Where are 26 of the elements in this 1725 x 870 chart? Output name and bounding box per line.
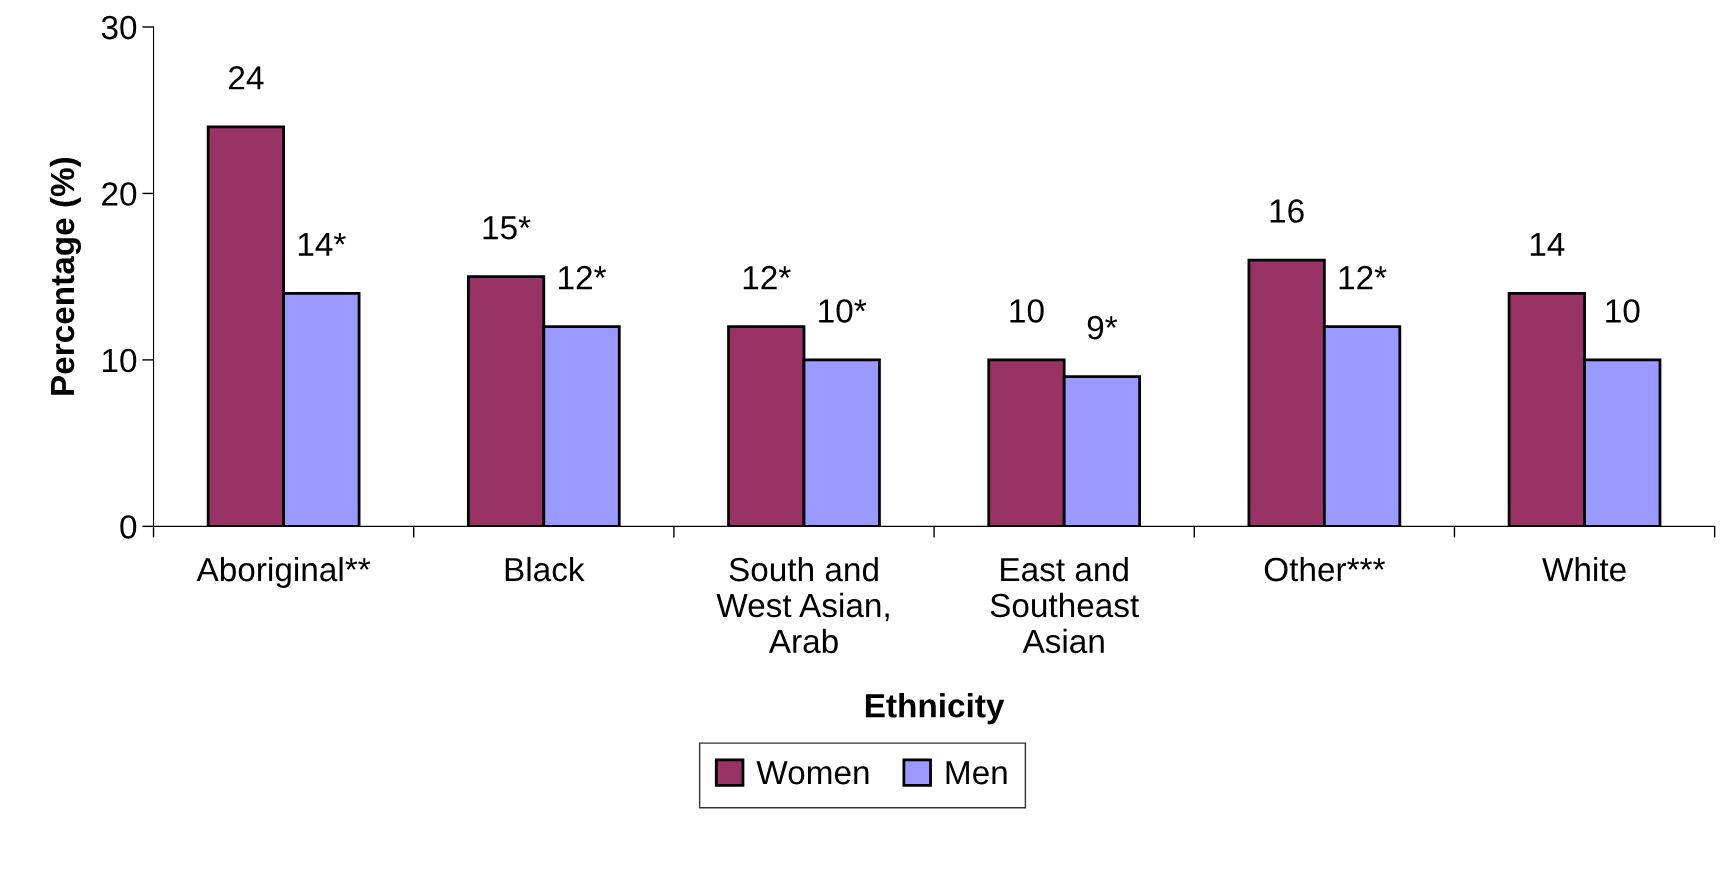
data-label: 12* [743, 265, 791, 290]
data-label: 15* [483, 216, 531, 240]
x-tick-label: South and West Asian, Arab [716, 556, 889, 654]
x-axis-title: Ethnicity [865, 693, 1005, 725]
data-label: 14* [298, 232, 346, 256]
y-axis-title: Percentage (%) [49, 157, 82, 395]
x-tick-label: Aboriginal** [196, 556, 371, 588]
data-label: 12* [559, 265, 607, 290]
y-tick-label: 0 [120, 515, 137, 539]
data-label: 10* [819, 299, 867, 323]
x-tick-label: Other*** [1264, 556, 1385, 582]
data-label: 14 [1530, 232, 1565, 256]
y-tick-label: 10 [103, 348, 137, 373]
legend-label: Men [946, 761, 1007, 785]
data-label: 24 [229, 66, 264, 90]
data-label: 10 [1010, 299, 1044, 323]
x-tick-label: White [1542, 556, 1626, 582]
data-label: 16 [1270, 199, 1304, 223]
y-tick-label: 20 [102, 182, 137, 206]
legend-label: Women [756, 761, 869, 785]
data-label: 9* [1087, 315, 1118, 340]
x-tick-label: Black [505, 556, 585, 582]
data-label: 12* [1339, 265, 1387, 290]
y-tick-label: 30 [101, 15, 137, 40]
x-tick-label: East and Southeast Asian [990, 556, 1139, 654]
data-label: 10 [1606, 299, 1640, 323]
